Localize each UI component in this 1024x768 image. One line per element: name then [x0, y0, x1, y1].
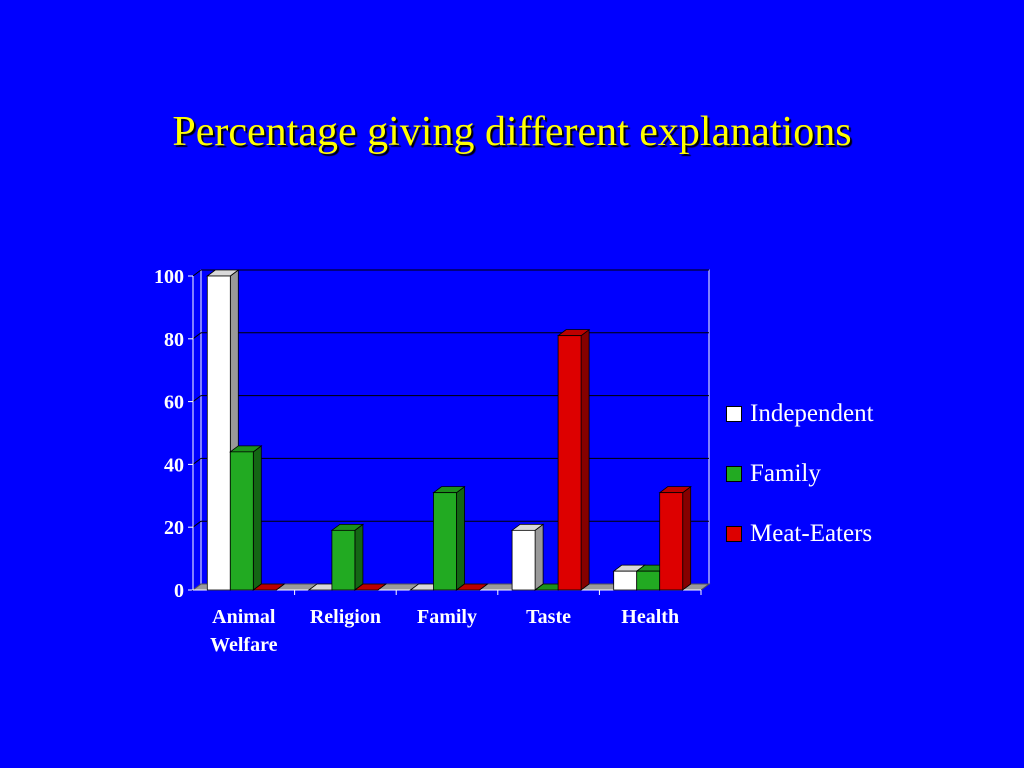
- bar-top-meat-eaters: [252, 583, 286, 591]
- x-tick-label-line: Animal: [212, 606, 276, 628]
- bar-meat-eaters: [557, 335, 582, 591]
- y-tick-label: 100: [154, 266, 184, 288]
- bar-side-independent: [534, 523, 544, 591]
- gridline-side: [192, 395, 202, 403]
- legend-label-independent: Independent: [750, 400, 874, 427]
- legend-swatch-meat-eaters: [726, 526, 742, 542]
- bar-independent: [613, 570, 638, 591]
- x-tick-label: Health: [621, 606, 679, 628]
- x-tick-label-line: Taste: [526, 606, 571, 628]
- y-tick-label: 0: [174, 580, 184, 602]
- legend-item-family: Family: [726, 444, 874, 504]
- legend-label-family: Family: [750, 460, 821, 487]
- bar-family: [636, 570, 661, 591]
- y-tick-label: 40: [164, 454, 184, 476]
- bar-side-family: [354, 523, 364, 591]
- legend-swatch-family: [726, 466, 742, 482]
- bar-side-family: [456, 485, 465, 591]
- gridline-side: [192, 520, 202, 528]
- x-tick-label: Taste: [526, 606, 571, 628]
- bar-family: [433, 492, 457, 591]
- bar-independent: [511, 529, 536, 591]
- x-tick-label-line: Welfare: [210, 634, 278, 656]
- gridline-side: [192, 332, 202, 340]
- bar-family: [229, 451, 254, 591]
- legend-label-meat-eaters: Meat-Eaters: [750, 520, 873, 547]
- gridline-side: [192, 457, 202, 465]
- legend-item-meat-eaters: Meat-Eaters: [726, 504, 874, 564]
- y-tick-label: 80: [164, 329, 184, 351]
- y-tick-label: 20: [164, 517, 184, 539]
- bar-side-meat-eaters: [580, 328, 590, 591]
- bar-side-family: [252, 445, 262, 591]
- bar-family: [331, 529, 356, 591]
- x-tick-label-line: Family: [417, 606, 477, 628]
- bar-side-meat-eaters: [682, 485, 692, 591]
- x-tick-label-line: Health: [621, 606, 679, 628]
- bars: [206, 269, 692, 591]
- x-tick-label: Religion: [310, 606, 381, 628]
- slide-title: Percentage giving different explanations: [172, 109, 852, 155]
- legend-swatch-independent: [726, 406, 742, 422]
- x-tick-label-line: Religion: [310, 606, 381, 628]
- bar-top-meat-eaters: [455, 583, 489, 591]
- bar-top-meat-eaters: [353, 583, 388, 591]
- tick-labels: 0 20 40 60 80 100 Animal Welfare Religion Family T…: [154, 266, 679, 656]
- x-tick-label: Animal Welfare: [210, 606, 278, 656]
- bar-meat-eaters: [659, 492, 684, 591]
- legend-item-independent: Independent: [726, 384, 874, 444]
- gridline-side: [192, 269, 202, 277]
- y-tick-label: 60: [164, 392, 184, 414]
- legend: Independent Family Meat-Eaters: [726, 384, 874, 564]
- bar-independent: [206, 275, 231, 591]
- x-tick-label: Family: [417, 606, 477, 628]
